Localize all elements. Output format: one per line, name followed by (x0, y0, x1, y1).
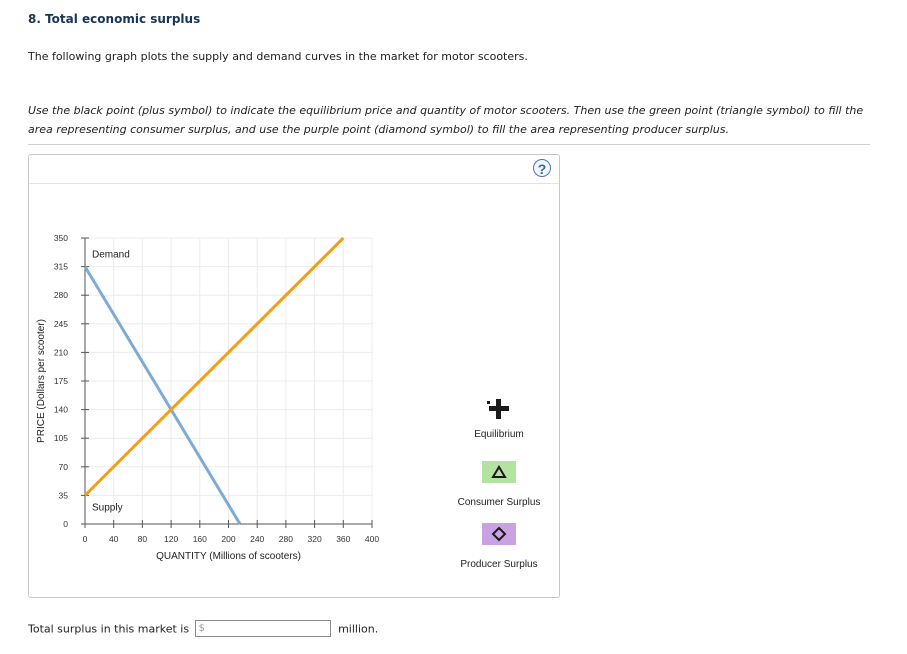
x-tick-label: 400 (365, 534, 379, 544)
x-tick-label: 280 (279, 534, 293, 544)
total-surplus-unit: million. (338, 622, 379, 636)
x-axis-title: QUANTITY (Millions of scooters) (156, 551, 301, 562)
help-icon[interactable]: ? (533, 159, 551, 177)
x-tick-label: 0 (83, 534, 88, 544)
x-tick-label: 200 (221, 534, 235, 544)
supply-curve (83, 236, 345, 497)
y-tick-label: 140 (54, 405, 68, 415)
supply-demand-chart[interactable]: 0 40 80 120 160 200 240 280 320 360 400 0 35 70 105 140… (29, 155, 559, 597)
y-tick-label: 350 (54, 233, 68, 243)
palette-item-consumer-surplus[interactable]: Consumer Surplus (447, 461, 551, 508)
currency-prefix: $ (198, 623, 205, 634)
question-title: 8. Total economic surplus (28, 12, 201, 26)
x-tick-label: 240 (250, 534, 264, 544)
demand-curve-label: Demand (92, 250, 130, 261)
total-surplus-row: Total surplus in this market is $ millio… (28, 620, 379, 638)
diamond-icon[interactable] (482, 523, 516, 549)
chart-labels: 0 40 80 120 160 200 240 280 320 360 400 0 35 70 105 140… (36, 233, 379, 562)
y-tick-label: 105 (54, 433, 68, 443)
graph-panel-header: ? (29, 155, 559, 184)
x-tick-label: 40 (109, 534, 119, 544)
palette-label-equilibrium: Equilibrium (474, 429, 524, 440)
y-tick-label: 210 (54, 347, 68, 357)
demand-curve (83, 265, 242, 525)
graph-panel: ? 0 40 80 120 160 200 240 280 320 360 400 0 35 70 105 1… (28, 154, 560, 598)
y-tick-label: 245 (54, 319, 68, 329)
total-surplus-input[interactable]: $ (194, 620, 331, 637)
palette-item-equilibrium[interactable]: Equilibrium (447, 397, 551, 440)
y-axis-title: PRICE (Dollars per scooter) (36, 319, 47, 443)
triangle-icon[interactable] (482, 461, 516, 487)
x-tick-label: 80 (138, 534, 148, 544)
y-tick-label: 35 (59, 490, 69, 500)
palette-label-producer-surplus: Producer Surplus (460, 559, 538, 570)
x-tick-label: 160 (193, 534, 207, 544)
y-tick-label: 175 (54, 376, 68, 386)
question-intro: The following graph plots the supply and… (28, 50, 528, 63)
x-tick-label: 360 (336, 534, 350, 544)
total-surplus-prompt: Total surplus in this market is (28, 622, 190, 636)
x-tick-label: 120 (164, 534, 178, 544)
supply-curve-label: Supply (92, 502, 123, 513)
palette-item-producer-surplus[interactable]: Producer Surplus (447, 523, 551, 570)
chart-axes (81, 237, 373, 528)
plus-icon[interactable] (487, 397, 511, 425)
palette-label-consumer-surplus: Consumer Surplus (457, 497, 541, 508)
y-tick-label: 315 (54, 262, 68, 272)
question-instructions: Use the black point (plus symbol) to ind… (28, 104, 864, 136)
y-tick-label: 70 (59, 462, 69, 472)
y-tick-label: 0 (63, 519, 68, 529)
chart-series (83, 236, 345, 525)
y-tick-label: 280 (54, 290, 68, 300)
divider (28, 144, 870, 145)
chart-grid (85, 237, 373, 524)
x-tick-label: 320 (308, 534, 322, 544)
